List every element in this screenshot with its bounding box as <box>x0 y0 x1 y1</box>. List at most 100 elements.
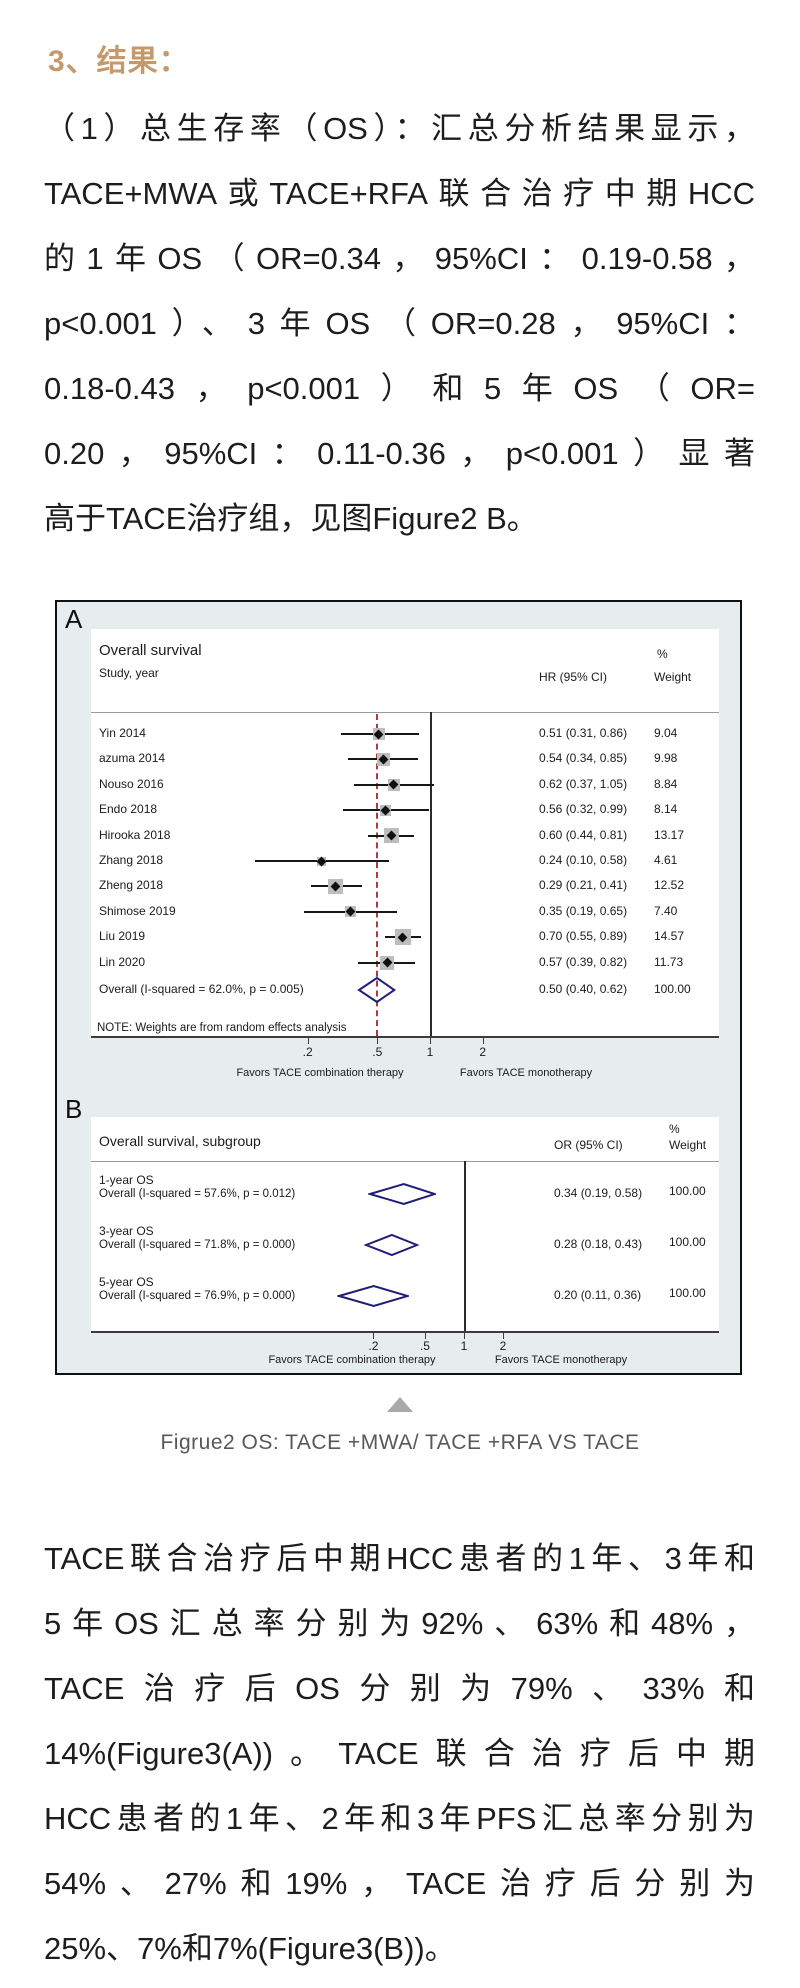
weight-label: 4.61 <box>654 853 678 867</box>
panel-b-label: B <box>65 1094 83 1124</box>
effect-label: 0.34 (0.19, 0.58) <box>554 1186 643 1200</box>
axis-tick-label: .2 <box>302 1045 313 1059</box>
paragraph-os-pfs-rates-line: 14%(Figure3(A))。TACE联合治疗后中期 <box>44 1736 755 1771</box>
header-separator <box>91 1161 719 1162</box>
paragraph-os-pfs-rates-line: 54%、27%和19%，TACE治疗后分别为 <box>44 1866 755 1901</box>
paragraph-os-pfs-rates-line: TACE联合治疗后中期HCC患者的1年、3年和 <box>44 1541 755 1576</box>
axis-tick-label: 2 <box>499 1339 507 1353</box>
effect-label: 0.54 (0.34, 0.85) <box>539 751 628 766</box>
study-name: Yin 2014 <box>99 726 146 740</box>
figure-caption: Figrue2 OS: TACE +MWA/ TACE +RFA VS TACE <box>160 1431 640 1454</box>
weight-label: 13.17 <box>654 827 685 842</box>
overall-label: Overall (I-squared = 62.0%, p = 0.005) <box>99 982 304 996</box>
panel-a-plot-area <box>91 629 719 1037</box>
axis-tick <box>503 1333 505 1339</box>
paragraph-os-summary-line: p<0.001）、3年OS（OR=0.28，95%CI： <box>44 306 755 341</box>
axis-tick <box>430 1038 431 1044</box>
subgroup-diamond <box>336 1284 410 1308</box>
ref-dashed-line <box>376 714 379 1036</box>
paragraph-os-pfs-rates-line: HCC患者的1年、2年和3年PFS汇总率分别为 <box>44 1801 755 1836</box>
favors-left-label: Favors TACE combination therapy <box>236 1067 404 1079</box>
weight-label: 9.98 <box>654 751 678 766</box>
axis-tick-label: .5 <box>419 1339 430 1353</box>
effect-label: 0.51 (0.31, 0.86) <box>539 726 628 740</box>
subgroup-name: 5-year OS <box>99 1275 154 1289</box>
axis-tick-label: 2 <box>479 1045 487 1059</box>
col-header-weight: Weight <box>654 670 692 684</box>
subgroup-overall-label: Overall (I-squared = 76.9%, p = 0.000) <box>99 1290 296 1302</box>
paragraph-os-summary-line: （1）总生存率（OS）：汇总分析结果显示， <box>44 111 755 146</box>
collapse-triangle-icon <box>387 1397 413 1412</box>
axis-tick <box>464 1333 465 1339</box>
paragraph-os-summary-line: 的1年OS（OR=0.34，95%CI：0.19-0.58， <box>44 241 755 276</box>
weight-label: 9.04 <box>654 726 678 740</box>
paragraph-os-summary-line: 0.20，95%CI：0.11-0.36，p<0.001）显著 <box>44 436 755 471</box>
study-name: Hirooka 2018 <box>99 827 171 842</box>
col-header-effect: HR (95% CI) <box>539 670 608 684</box>
col-header-study: Study, year <box>99 666 159 680</box>
col-header-effect: OR (95% CI) <box>554 1138 623 1152</box>
plot-title: Overall survival, subgroup <box>99 1133 261 1149</box>
effect-label: 0.20 (0.11, 0.36) <box>554 1288 642 1302</box>
weight-label: 7.40 <box>654 903 678 918</box>
effect-label: 0.57 (0.39, 0.82) <box>539 954 628 969</box>
weights-note: NOTE: Weights are from random effects an… <box>97 1022 347 1034</box>
paragraph-os-summary-line: TACE+MWA或TACE+RFA联合治疗中期HCC <box>44 176 755 211</box>
axis-tick-label: 1 <box>460 1339 468 1353</box>
paragraph-os-summary-line: 高于TACE治疗组，见图Figure2 B。 <box>44 501 538 536</box>
weight-label: 8.14 <box>654 802 678 817</box>
favors-right-label: Favors TACE monotherapy <box>494 1354 628 1366</box>
paragraph-os-pfs-rates-line: TACE治疗后OS分别为79%、33%和 <box>44 1671 755 1706</box>
paragraph-os-pfs-rates: TACE联合治疗后中期HCC患者的1年、3年和 5年OS汇总率分别为92%、63%… <box>44 1526 755 1981</box>
weight-label: 100.00 <box>669 1235 706 1249</box>
weight-label: 100.00 <box>669 1286 706 1300</box>
paragraph-os-pfs-rates-line: 25%、7%和7%(Figure3(B))。 <box>44 1931 456 1966</box>
study-name: Liu 2019 <box>99 929 146 944</box>
weight-label: 8.84 <box>654 776 678 791</box>
subgroup-name: 1-year OS <box>99 1173 154 1187</box>
study-name: Zheng 2018 <box>99 878 164 893</box>
study-name: Endo 2018 <box>99 802 158 817</box>
axis-line <box>91 1036 719 1038</box>
null-line <box>464 1161 466 1331</box>
overall-diamond <box>357 976 397 1004</box>
axis-tick <box>482 1038 484 1044</box>
weight-label: 14.57 <box>654 929 685 944</box>
subgroup-overall-label: Overall (I-squared = 57.6%, p = 0.012) <box>99 1188 296 1200</box>
subgroup-diamond <box>364 1233 420 1257</box>
section-heading: 3、结果： <box>48 45 190 78</box>
effect-label: 0.28 (0.18, 0.43) <box>554 1237 643 1251</box>
panel-a-label: A <box>65 604 83 634</box>
study-name: azuma 2014 <box>99 751 166 766</box>
weight-label: 11.73 <box>654 954 684 969</box>
col-header-weight: Weight <box>669 1138 707 1152</box>
effect-label: 0.70 (0.55, 0.89) <box>539 929 628 944</box>
null-line <box>430 712 432 1036</box>
favors-right-label: Favors TACE monotherapy <box>459 1067 593 1079</box>
paragraph-os-summary-line: 0.18-0.43，p<0.001）和5年OS（OR= <box>44 371 755 406</box>
overall-effect-label: 0.50 (0.40, 0.62) <box>539 982 628 996</box>
study-name: Lin 2020 <box>99 954 146 969</box>
weight-label: 12.52 <box>654 878 685 893</box>
axis-tick <box>377 1038 379 1044</box>
axis-tick <box>424 1333 426 1339</box>
axis-tick-label: .5 <box>372 1045 383 1059</box>
subgroup-overall-label: Overall (I-squared = 71.8%, p = 0.000) <box>99 1239 296 1251</box>
axis-line <box>91 1331 719 1333</box>
effect-label: 0.29 (0.21, 0.41) <box>539 878 628 893</box>
effect-label: 0.60 (0.44, 0.81) <box>539 827 628 842</box>
axis-tick <box>373 1333 375 1339</box>
figure2-forest-plot-image: A B Overall survival Study, year% HR (95% … <box>55 600 742 1375</box>
study-name: Nouso 2016 <box>99 776 164 791</box>
effect-label: 0.35 (0.19, 0.65) <box>539 903 628 918</box>
paragraph-os-summary: （1）总生存率（OS）：汇总分析结果显示， TACE+MWA或TACE+RFA联合… <box>44 96 755 551</box>
effect-label: 0.62 (0.37, 1.05) <box>539 776 628 791</box>
effect-label: 0.56 (0.32, 0.99) <box>539 802 628 817</box>
paragraph-os-pfs-rates-line: 5年OS汇总率分别为92%、63%和48%， <box>44 1606 755 1641</box>
axis-tick <box>307 1038 309 1044</box>
study-name: Shimose 2019 <box>99 903 176 918</box>
axis-tick-label: 1 <box>426 1045 434 1059</box>
plot-title: Overall survival <box>99 642 202 659</box>
header-separator <box>91 712 719 713</box>
